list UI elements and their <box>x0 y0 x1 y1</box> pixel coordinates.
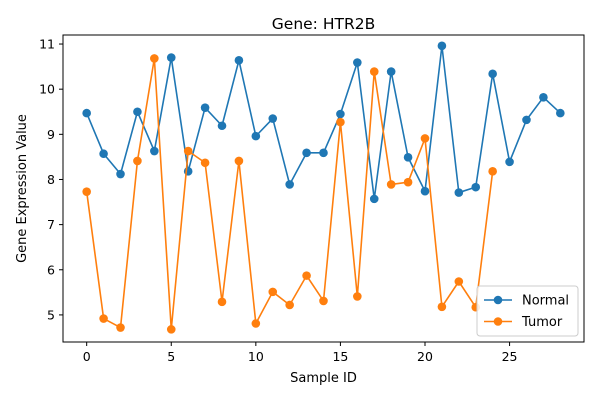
data-point-tumor <box>285 300 294 310</box>
data-point-tumor <box>133 156 142 166</box>
chart-title: Gene: HTR2B <box>272 15 375 33</box>
x-axis: 0 5 10 15 20 25 <box>83 342 518 364</box>
legend-label-normal: Normal <box>522 294 569 309</box>
y-tick-label: 7 <box>47 217 55 232</box>
x-tick-label: 15 <box>332 349 348 364</box>
data-point-tumor <box>302 271 311 280</box>
data-point-normal <box>454 188 464 197</box>
data-point-normal <box>150 146 159 156</box>
x-tick-label: 25 <box>502 349 518 364</box>
data-point-normal <box>386 67 396 76</box>
data-point-tumor <box>82 187 91 196</box>
y-tick-label: 6 <box>47 262 55 277</box>
data-point-normal <box>285 180 294 189</box>
y-tick-label: 8 <box>47 172 55 187</box>
data-point-tumor <box>488 167 497 176</box>
x-tick-label: 20 <box>417 349 433 364</box>
x-axis-title: Sample ID <box>290 371 357 386</box>
legend-marker-normal <box>493 295 503 305</box>
data-point-normal <box>420 186 430 196</box>
data-point-normal <box>556 108 565 118</box>
data-point-normal <box>319 148 328 158</box>
data-point-normal <box>437 41 447 51</box>
x-tick-label: 0 <box>83 349 91 364</box>
legend: Normal Tumor <box>476 285 579 337</box>
legend-label-tumor: Tumor <box>521 315 563 330</box>
y-axis-title: Gene Expression Value <box>15 114 30 263</box>
data-point-tumor <box>336 117 345 127</box>
data-point-tumor <box>403 177 413 187</box>
data-point-tumor <box>234 156 244 166</box>
legend-marker-tumor <box>493 317 503 326</box>
data-point-normal <box>369 194 379 204</box>
data-point-normal <box>99 149 108 159</box>
data-point-tumor <box>420 134 430 143</box>
data-point-normal <box>251 131 261 141</box>
plot-area: 0 5 10 15 20 25 5 6 7 8 9 10 11 <box>39 34 585 364</box>
data-point-tumor <box>369 67 379 76</box>
plot-frame <box>62 34 585 343</box>
data-point-normal <box>522 115 531 125</box>
x-tick-label: 10 <box>248 349 264 364</box>
data-point-tumor <box>116 323 125 332</box>
x-tick-label: 5 <box>167 349 175 364</box>
data-point-tumor <box>200 158 210 168</box>
data-point-tumor <box>454 277 464 286</box>
data-point-normal <box>471 182 481 192</box>
data-point-normal <box>268 114 278 123</box>
data-point-tumor <box>268 287 278 297</box>
data-point-tumor <box>150 54 159 63</box>
data-point-tumor <box>166 325 176 334</box>
data-point-normal <box>217 121 227 131</box>
legend-item-normal: Normal <box>484 294 569 309</box>
data-point-normal <box>82 108 91 118</box>
data-point-tumor <box>319 296 328 306</box>
data-point-tumor <box>217 297 227 307</box>
data-point-normal <box>353 58 362 67</box>
y-tick-label: 11 <box>39 37 55 52</box>
data-point-tumor <box>386 180 396 189</box>
y-tick-label: 5 <box>47 307 55 322</box>
data-point-normal <box>200 103 210 112</box>
data-point-normal <box>488 69 497 79</box>
y-tick-label: 10 <box>39 82 55 97</box>
data-point-normal <box>539 93 548 102</box>
data-point-normal <box>234 55 244 65</box>
legend-box <box>476 285 579 337</box>
data-point-normal <box>505 157 514 167</box>
data-point-tumor <box>437 302 447 312</box>
legend-item-tumor: Tumor <box>484 315 563 330</box>
y-axis: 5 6 7 8 9 10 11 <box>39 37 63 322</box>
series-tumor <box>82 54 497 334</box>
series-layer <box>82 41 565 334</box>
data-point-normal <box>133 107 142 117</box>
data-point-tumor <box>183 146 193 156</box>
data-point-normal <box>336 109 345 119</box>
data-point-normal <box>116 169 125 179</box>
data-point-tumor <box>251 319 261 328</box>
data-point-normal <box>302 148 311 158</box>
data-point-normal <box>166 53 176 62</box>
data-point-tumor <box>353 292 362 301</box>
data-point-tumor <box>99 314 108 323</box>
data-point-normal <box>403 153 413 162</box>
y-tick-label: 9 <box>47 127 55 142</box>
